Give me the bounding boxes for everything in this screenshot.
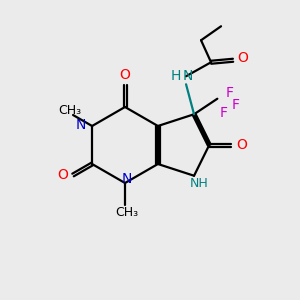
- Text: N: N: [122, 172, 132, 186]
- Text: CH₃: CH₃: [116, 206, 139, 220]
- Text: O: O: [58, 168, 68, 182]
- Text: O: O: [238, 51, 248, 65]
- Text: F: F: [231, 98, 239, 112]
- Text: CH₃: CH₃: [58, 103, 82, 116]
- Polygon shape: [158, 114, 209, 176]
- Text: N: N: [183, 69, 193, 83]
- Text: F: F: [219, 106, 227, 120]
- Polygon shape: [92, 107, 158, 183]
- Text: O: O: [120, 68, 130, 82]
- Text: H: H: [171, 69, 181, 83]
- Text: NH: NH: [190, 177, 208, 190]
- Text: F: F: [225, 86, 233, 100]
- Text: N: N: [76, 118, 86, 132]
- Text: O: O: [236, 138, 247, 152]
